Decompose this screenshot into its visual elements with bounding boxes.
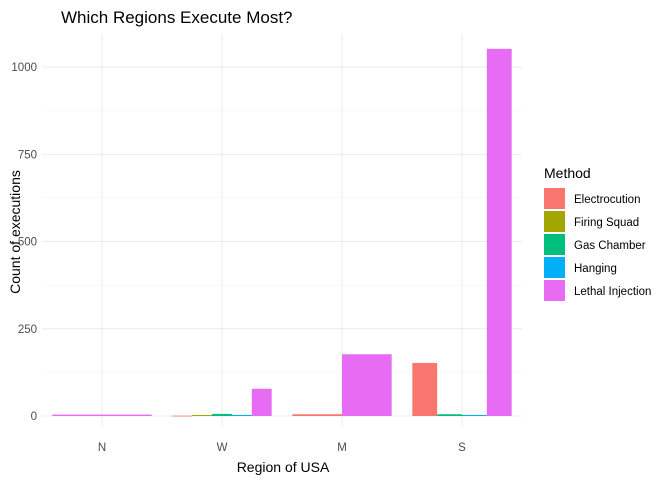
legend-swatch	[544, 211, 565, 232]
legend: Method Electrocution Firing Squad Gas Cham…	[544, 165, 651, 301]
y-tick-label: 500	[18, 237, 37, 249]
y-axis-title: Count of executions	[7, 170, 23, 294]
bars	[52, 48, 512, 417]
legend-swatch	[544, 257, 565, 278]
legend-swatch	[544, 188, 565, 209]
legend-label: Firing Squad	[574, 217, 639, 229]
bar	[486, 48, 512, 417]
x-tick-label: W	[217, 442, 228, 454]
legend-label: Electrocution	[574, 194, 640, 206]
bar	[192, 414, 213, 416]
bar	[172, 415, 193, 417]
legend-label: Gas Chamber	[574, 240, 646, 252]
y-tick-label: 250	[18, 324, 37, 336]
bar	[342, 354, 392, 416]
legend-swatch	[544, 280, 565, 301]
chart-title: Which Regions Execute Most?	[61, 8, 293, 27]
grid	[42, 34, 522, 426]
bar	[462, 414, 487, 416]
legend-title: Method	[544, 165, 591, 181]
legend-label: Hanging	[574, 263, 617, 275]
legend-items: Electrocution Firing Squad Gas Chamber Hang…	[544, 188, 651, 301]
bar	[251, 388, 272, 416]
y-axis-ticks: 0 250 500 750 1000	[11, 62, 37, 423]
y-tick-label: 750	[18, 149, 37, 161]
bar	[412, 362, 438, 416]
bar	[231, 414, 252, 416]
x-tick-label: N	[98, 442, 106, 454]
bar	[437, 414, 462, 416]
bar	[292, 414, 342, 416]
y-tick-label: 1000	[11, 62, 37, 74]
bar	[212, 413, 232, 416]
legend-label: Lethal Injection	[574, 286, 651, 298]
legend-swatch	[544, 234, 565, 255]
bar	[52, 414, 152, 416]
x-axis-title: Region of USA	[237, 459, 330, 475]
y-tick-label: 0	[31, 411, 37, 423]
x-tick-label: S	[458, 442, 466, 454]
x-tick-label: M	[337, 442, 347, 454]
